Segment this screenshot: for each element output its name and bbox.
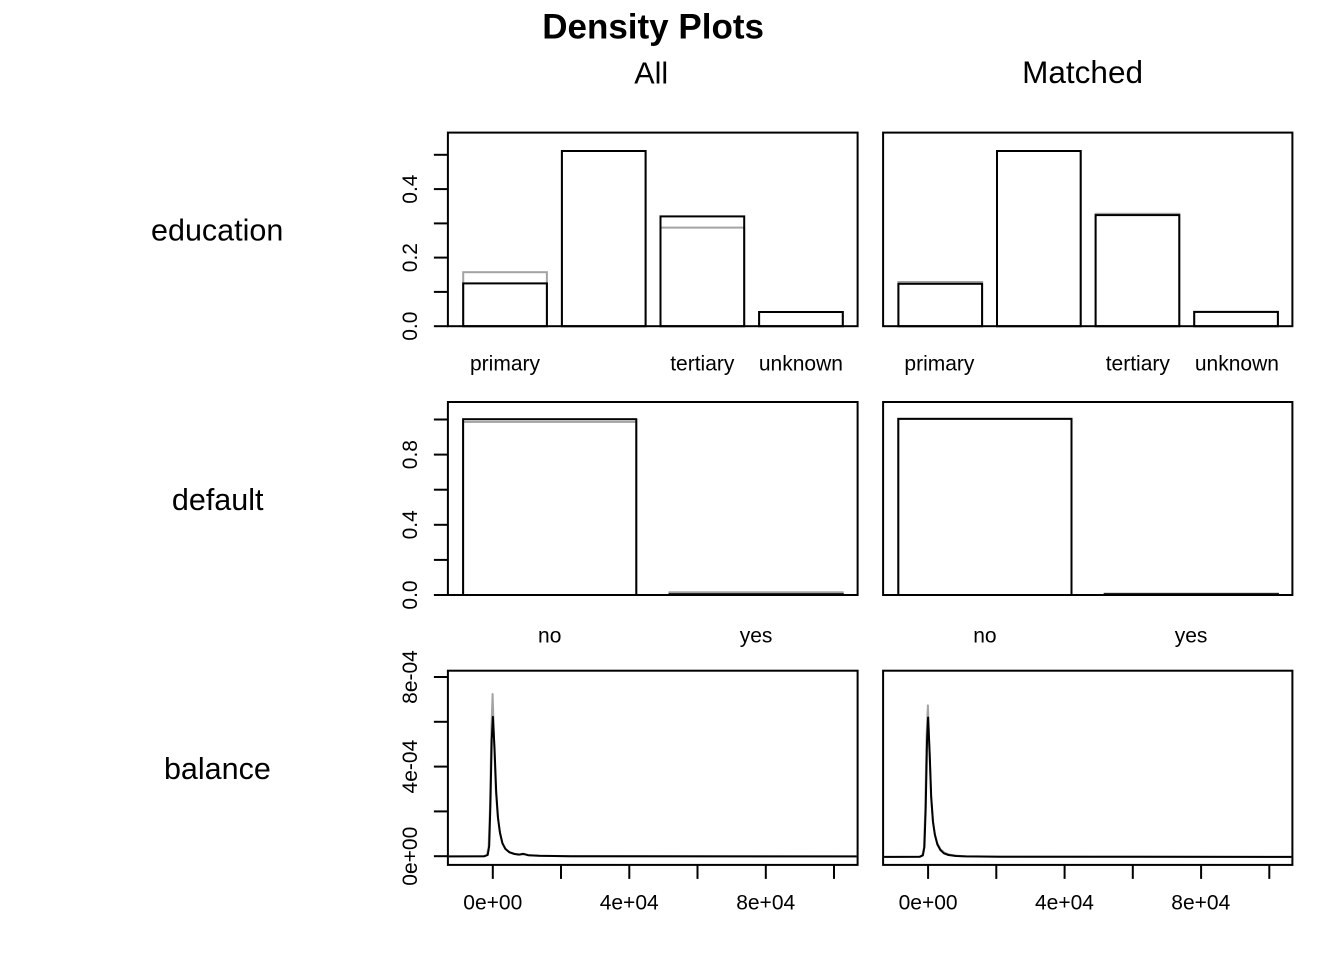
svg-text:yes: yes	[1175, 625, 1208, 648]
svg-text:unknown: unknown	[1195, 352, 1279, 375]
svg-text:Density Plots: Density Plots	[542, 8, 764, 47]
svg-text:no: no	[538, 625, 561, 648]
svg-text:8e-04: 8e-04	[399, 650, 422, 704]
svg-text:0.8: 0.8	[399, 440, 422, 469]
svg-text:8e+04: 8e+04	[1171, 892, 1230, 915]
svg-text:tertiary: tertiary	[670, 352, 735, 375]
svg-text:balance: balance	[164, 752, 271, 786]
svg-text:0.0: 0.0	[399, 580, 422, 609]
svg-text:All: All	[634, 57, 668, 91]
svg-text:0.4: 0.4	[399, 174, 422, 204]
svg-text:education: education	[151, 213, 283, 247]
svg-text:no: no	[973, 625, 996, 648]
svg-text:unknown: unknown	[759, 352, 843, 375]
svg-text:primary: primary	[470, 352, 541, 375]
svg-text:tertiary: tertiary	[1106, 352, 1171, 375]
svg-text:8e+04: 8e+04	[736, 892, 795, 915]
svg-text:default: default	[172, 483, 264, 517]
svg-text:yes: yes	[740, 625, 773, 648]
svg-text:0e+00: 0e+00	[899, 892, 958, 915]
svg-text:4e-04: 4e-04	[399, 739, 422, 793]
svg-text:0.0: 0.0	[399, 312, 422, 341]
svg-text:Matched: Matched	[1022, 54, 1143, 90]
svg-text:4e+04: 4e+04	[600, 892, 659, 915]
svg-text:0.2: 0.2	[399, 243, 422, 272]
svg-text:primary: primary	[904, 352, 975, 375]
svg-text:0.4: 0.4	[399, 510, 422, 540]
svg-text:0e+00: 0e+00	[463, 892, 522, 915]
svg-text:0e+00: 0e+00	[399, 827, 422, 886]
svg-text:4e+04: 4e+04	[1035, 892, 1094, 915]
